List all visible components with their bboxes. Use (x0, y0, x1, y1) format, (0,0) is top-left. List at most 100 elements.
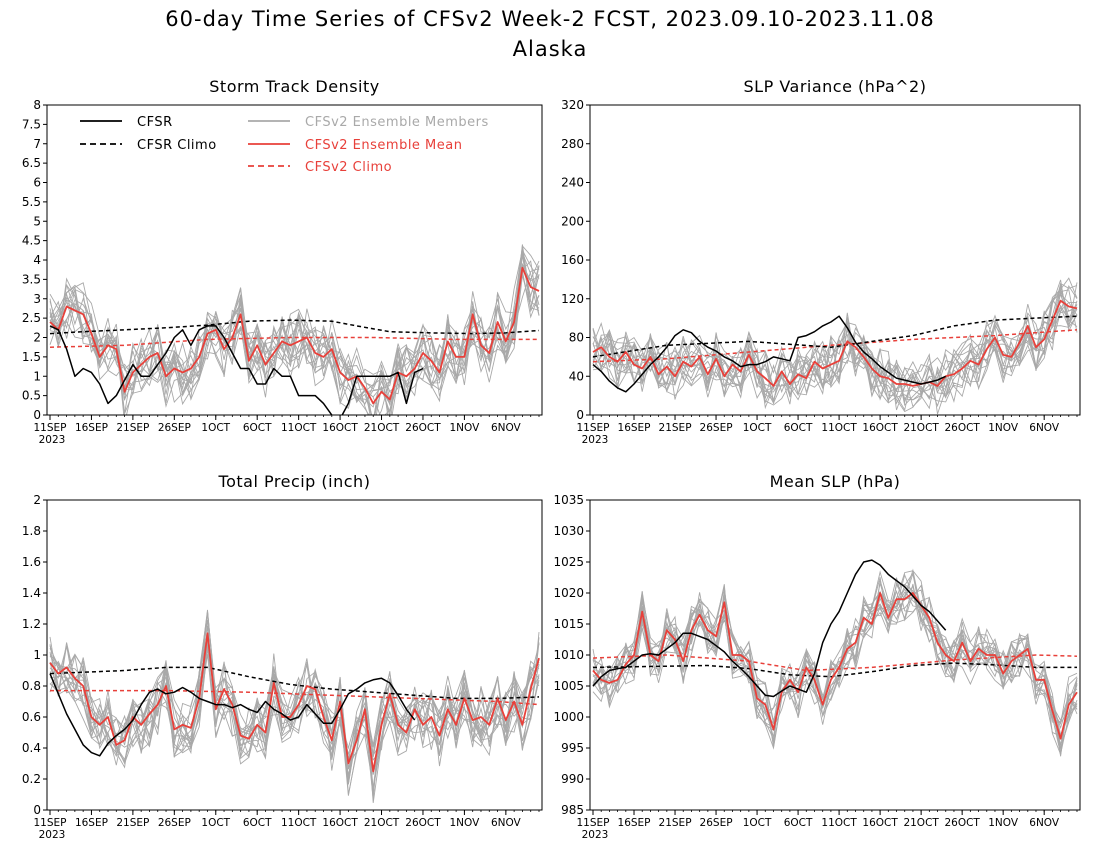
x-tick-label: 11OCT (821, 422, 857, 434)
ensemble-member-line (592, 584, 1078, 736)
x-tick-label: 11OCT (281, 422, 317, 434)
ensemble-member-line (49, 612, 540, 784)
y-tick-label: 990 (561, 772, 584, 786)
ensemble-members (49, 244, 540, 415)
legend: CFSR CFSR Climo CFSv2 Ensemble Members CFSv… (80, 115, 489, 175)
ensemble-member-line (592, 568, 1078, 748)
y-tick-label: 3 (33, 292, 41, 306)
y-tick-label: 80 (569, 331, 584, 345)
x-tick-label: 1OCT (201, 817, 230, 829)
x-tick-label: 26OCT (405, 422, 441, 434)
y-tick-label: 3.5 (22, 272, 41, 286)
y-tick-label: 6 (33, 176, 41, 190)
y-tick-label: 5.5 (22, 195, 41, 209)
y-tick-label: 1.6 (22, 555, 41, 569)
y-tick-label: 1035 (553, 493, 584, 507)
x-tick-label: 21SEP (659, 817, 692, 829)
x-tick-label: 6NOV (491, 817, 522, 829)
legend-label: CFSR (137, 115, 173, 130)
y-tick-label: 7 (33, 137, 41, 151)
x-tick-label: 1OCT (743, 422, 772, 434)
cfsr-climo-line (49, 666, 540, 700)
ensemble-member-line (592, 585, 1078, 737)
cfsv2-climo-line (49, 336, 539, 348)
y-tick-label: 1000 (553, 710, 584, 724)
x-tick-label: 1NOV (988, 422, 1019, 434)
x-tick-label: 26SEP (700, 817, 733, 829)
x-tick-label: 21SEP (116, 817, 149, 829)
x-tick-label: 21OCT (364, 817, 400, 829)
y-tick-label: 200 (561, 214, 584, 228)
y-tick-label: 0.8 (22, 679, 41, 693)
x-tick-label: 16SEP (618, 817, 651, 829)
y-tick-label: 2.5 (22, 311, 41, 325)
y-tick-label: 0 (576, 408, 584, 422)
cfsv2-ensemble-mean-line (592, 299, 1078, 387)
y-tick-label: 1025 (553, 555, 584, 569)
y-tick-label: 8 (33, 98, 41, 112)
x-tick-label: 6OCT (243, 817, 272, 829)
y-tick-label: 0.5 (22, 389, 41, 403)
x-year-label: 2023 (39, 829, 66, 841)
storm-track-density-frame (46, 104, 543, 416)
ensemble-member-line (592, 285, 1078, 405)
y-tick-label: 0 (33, 803, 41, 817)
y-tick-label: 0.2 (22, 772, 41, 786)
y-tick-label: 1020 (553, 586, 584, 600)
y-tick-label: 4.5 (22, 234, 41, 248)
y-tick-label: 995 (561, 741, 584, 755)
cfsv2-ensemble-mean-line (49, 266, 540, 405)
slp-variance-frame (589, 104, 1081, 416)
cfsr-line (49, 325, 424, 415)
x-tick-label: 1OCT (201, 422, 230, 434)
figure-title: 60-day Time Series of CFSv2 Week-2 FCST,… (165, 7, 934, 31)
y-tick-label: 240 (561, 176, 584, 190)
legend-label: CFSv2 Ensemble Members (305, 115, 489, 130)
x-tick-label: 6OCT (784, 817, 813, 829)
x-tick-label: 16OCT (322, 422, 358, 434)
y-tick-label: 1030 (553, 524, 584, 538)
cfsr-line (49, 673, 416, 757)
x-tick-label: 1NOV (988, 817, 1019, 829)
ensemble-members (49, 609, 540, 803)
figure-subtitle: Alaska (513, 37, 588, 61)
ensemble-member-line (592, 583, 1078, 748)
x-tick-label: 21OCT (903, 817, 939, 829)
x-tick-label: 16OCT (322, 817, 358, 829)
x-tick-label: 11OCT (281, 817, 317, 829)
y-tick-label: 1.4 (22, 586, 41, 600)
x-tick-label: 21OCT (903, 422, 939, 434)
storm-track-density-plot-area (49, 244, 540, 415)
ensemble-member-line (592, 573, 1078, 722)
y-tick-label: 40 (569, 369, 584, 383)
y-tick-label: 0 (33, 408, 41, 422)
cfsr-climo-line (49, 319, 540, 335)
ensemble-member-line (49, 246, 540, 414)
x-tick-label: 11SEP (577, 817, 610, 829)
ensemble-member-line (49, 642, 540, 790)
legend-label: CFSR Climo (137, 138, 217, 153)
ensemble-member-line (592, 589, 1078, 757)
x-year-label: 2023 (582, 829, 609, 841)
x-tick-label: 11SEP (577, 422, 610, 434)
ensemble-member-line (49, 251, 540, 415)
total-precip-plot-area (49, 609, 540, 803)
y-tick-label: 1.8 (22, 524, 41, 538)
ensemble-member-line (49, 260, 540, 415)
slp-variance-panel: SLP Variance (hPa^2) 0 40 80 120 160 200 240 280… (561, 77, 1081, 446)
y-tick-label: 1 (33, 648, 41, 662)
ensemble-member-line (592, 298, 1078, 401)
y-tick-label: 280 (561, 137, 584, 151)
ensemble-member-line (592, 591, 1078, 732)
ensemble-member-line (49, 609, 540, 770)
mean-slp-frame (589, 499, 1081, 811)
cfsr-line (592, 315, 947, 393)
y-tick-label: 1010 (553, 648, 584, 662)
x-tick-label: 21SEP (659, 422, 692, 434)
x-tick-label: 26OCT (944, 422, 980, 434)
slp-variance-plot-area (592, 277, 1078, 415)
x-tick-label: 21SEP (116, 422, 149, 434)
y-tick-label: 120 (561, 292, 584, 306)
y-tick-label: 2 (33, 331, 41, 345)
x-tick-label: 16SEP (618, 422, 651, 434)
